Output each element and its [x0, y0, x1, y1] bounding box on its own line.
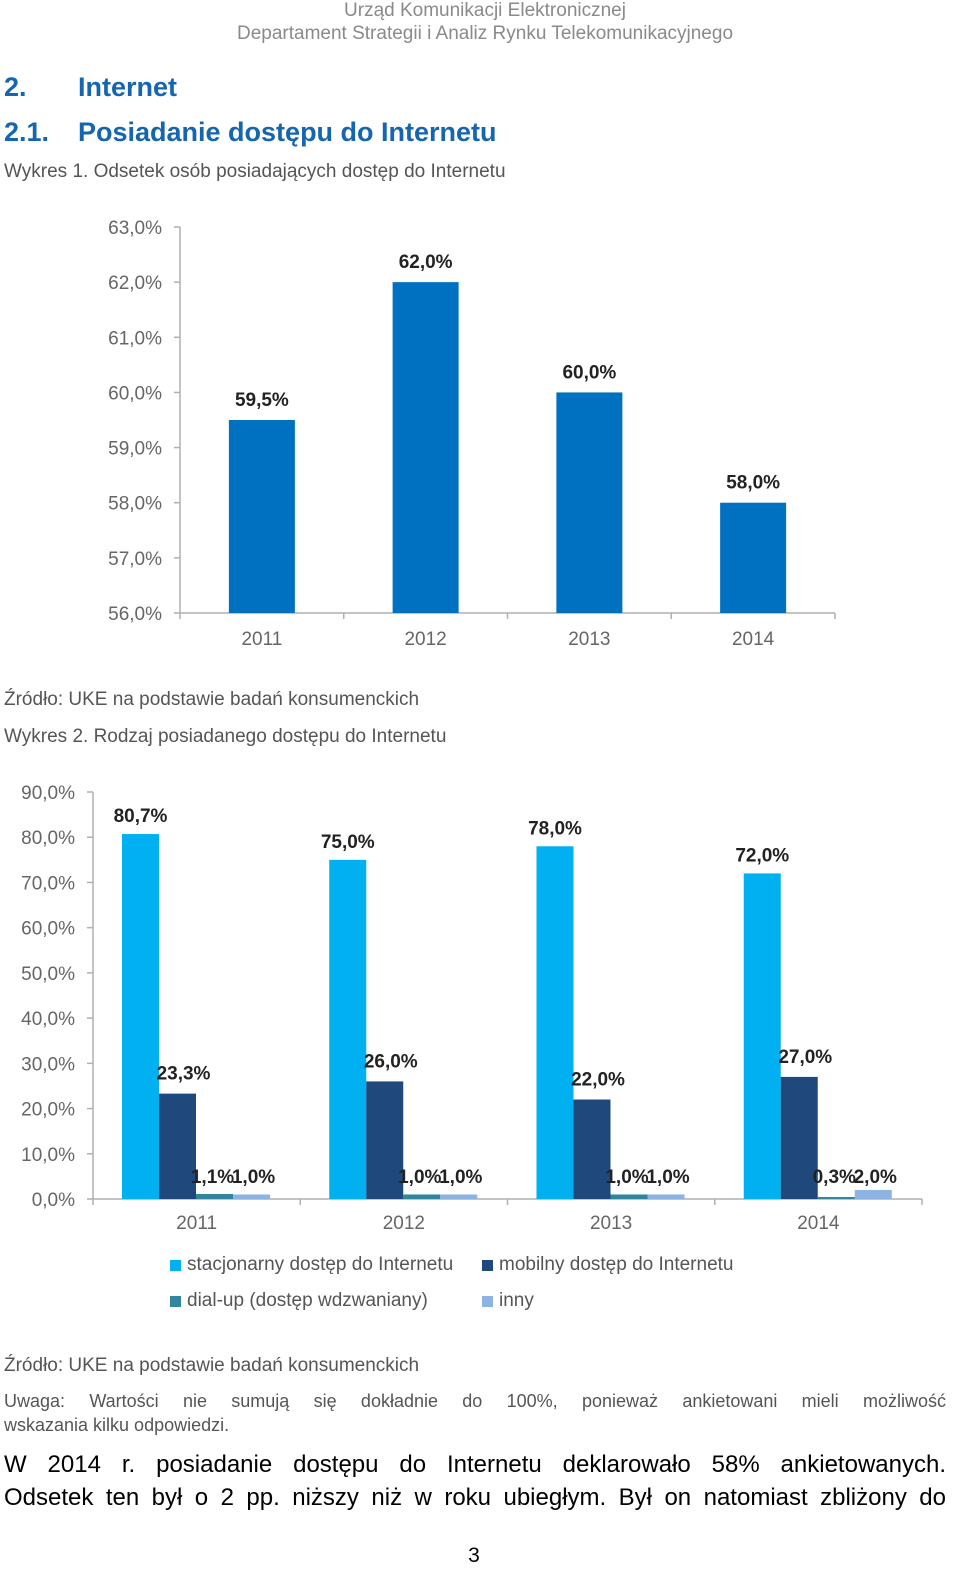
data-label: 22,0% — [571, 1070, 625, 1091]
y-tick-label: 57,0% — [108, 549, 162, 570]
bar — [610, 1194, 648, 1199]
data-label: 75,0% — [321, 832, 375, 853]
data-label: 1,0% — [605, 1167, 648, 1188]
header-line-2: Departament Strategii i Analiz Rynku Tel… — [236, 23, 734, 44]
data-label: 1,0% — [398, 1167, 441, 1188]
bar — [556, 392, 623, 613]
page-number: 3 — [468, 1544, 480, 1567]
data-label: 58,0% — [726, 473, 780, 494]
chart1-caption: Wykres 1. Odsetek osób posiadających dos… — [4, 161, 506, 182]
data-label: 1,0% — [646, 1167, 689, 1188]
y-tick-label: 0,0% — [32, 1190, 75, 1211]
x-tick-label: 2011 — [176, 1213, 217, 1234]
data-label: 60,0% — [562, 362, 616, 383]
bar — [403, 1194, 441, 1199]
legend-item-dialup: dial-up (dostęp wdzwaniany) — [170, 1290, 428, 1312]
bar — [122, 834, 159, 1199]
y-tick-label: 80,0% — [21, 828, 75, 849]
legend-label: dial-up (dostęp wdzwaniany) — [187, 1290, 428, 1311]
x-tick-label: 2011 — [241, 629, 282, 650]
header-line-1: Urząd Komunikacji Elektronicznej — [344, 0, 626, 21]
bar — [647, 1194, 685, 1199]
bar — [536, 846, 574, 1199]
x-tick-label: 2012 — [404, 629, 446, 650]
data-label: 78,0% — [528, 818, 582, 839]
section-number: 2. — [4, 72, 27, 102]
data-label: 59,5% — [235, 390, 289, 411]
bar — [854, 1189, 892, 1199]
body-line-1: W 2014 r. posiadanie dostępu do Internet… — [4, 1451, 946, 1478]
legend-swatch-inny — [482, 1295, 493, 1307]
y-tick-label: 58,0% — [108, 494, 162, 515]
bar — [233, 1194, 270, 1199]
x-tick-label: 2014 — [732, 629, 775, 650]
data-label: 72,0% — [735, 845, 789, 866]
chart1-bar-chart: 56,0% 57,0% 58,0% 59,0% 60,0% 61,0% 62,0% 63,0%… — [108, 218, 836, 650]
y-tick-label: 62,0% — [108, 273, 162, 294]
data-label: 0,3% — [813, 1167, 856, 1188]
note-line-2: wskazania kilku odpowiedzi. — [4, 1415, 230, 1435]
data-label: 2,0% — [854, 1167, 897, 1188]
bar — [817, 1197, 855, 1199]
data-label: 27,0% — [778, 1047, 832, 1068]
y-tick-label: 63,0% — [108, 218, 162, 239]
bar — [366, 1081, 404, 1199]
chart2-source: Źródło: UKE na podstawie badań konsumenc… — [4, 1355, 420, 1376]
body-line-2: Odsetek ten był o 2 pp. niższy niż w rok… — [4, 1484, 946, 1511]
bar — [573, 1099, 611, 1199]
legend-swatch-dialup — [170, 1295, 181, 1307]
chart2-caption: Wykres 2. Rodzaj posiadanego dostępu do … — [4, 726, 447, 747]
chart2-bar-chart: 0,0% 10,0% 20,0% 30,0% 40,0% 50,0% 60,0% 70,0% 8… — [21, 783, 923, 1234]
data-label: 1,0% — [232, 1167, 275, 1188]
data-label: 26,0% — [364, 1051, 418, 1072]
y-tick-label: 60,0% — [21, 919, 75, 940]
bar — [329, 859, 367, 1199]
legend-label: inny — [499, 1290, 534, 1311]
y-tick-label: 10,0% — [21, 1145, 75, 1166]
subsection-title: Posiadanie dostępu do Internetu — [78, 117, 497, 147]
bar — [720, 502, 787, 613]
legend-swatch-stacjonarny — [170, 1259, 181, 1271]
x-tick-label: 2013 — [568, 629, 610, 650]
bar — [228, 420, 295, 613]
x-tick-label: 2014 — [797, 1213, 840, 1234]
data-label: 1,1% — [191, 1167, 234, 1188]
bar — [440, 1194, 478, 1199]
legend-item-inny: inny — [482, 1290, 534, 1312]
x-tick-label: 2012 — [383, 1213, 425, 1234]
subsection-number: 2.1. — [4, 117, 50, 147]
legend-swatch-mobilny — [482, 1259, 493, 1271]
legend-label: mobilny dostęp do Internetu — [499, 1254, 734, 1275]
y-tick-label: 40,0% — [21, 1009, 75, 1030]
y-tick-label: 59,0% — [108, 439, 162, 460]
data-label: 62,0% — [399, 252, 453, 273]
data-label: 1,0% — [439, 1167, 482, 1188]
bar — [196, 1194, 233, 1199]
y-tick-label: 56,0% — [108, 604, 162, 625]
legend-label: stacjonarny dostęp do Internetu — [187, 1254, 454, 1275]
legend-item-stacjonarny: stacjonarny dostęp do Internetu — [170, 1254, 453, 1276]
bar — [392, 282, 459, 613]
y-tick-label: 70,0% — [21, 873, 75, 894]
y-tick-label: 60,0% — [108, 383, 162, 404]
note-line-1: Uwaga: Wartości nie sumują się dokładnie… — [4, 1391, 946, 1411]
y-tick-label: 50,0% — [21, 964, 75, 985]
legend-item-mobilny: mobilny dostęp do Internetu — [482, 1254, 734, 1276]
bar — [743, 873, 781, 1199]
section-title: Internet — [78, 72, 178, 102]
data-label: 23,3% — [157, 1064, 211, 1085]
bar — [159, 1093, 196, 1199]
y-tick-label: 61,0% — [108, 328, 162, 349]
bar — [780, 1076, 818, 1199]
y-tick-label: 20,0% — [21, 1100, 75, 1121]
y-tick-label: 30,0% — [21, 1054, 75, 1075]
y-tick-label: 90,0% — [21, 783, 75, 804]
data-label: 80,7% — [114, 806, 168, 827]
chart1-source: Źródło: UKE na podstawie badań konsumenc… — [4, 689, 420, 710]
x-tick-label: 2013 — [590, 1213, 632, 1234]
